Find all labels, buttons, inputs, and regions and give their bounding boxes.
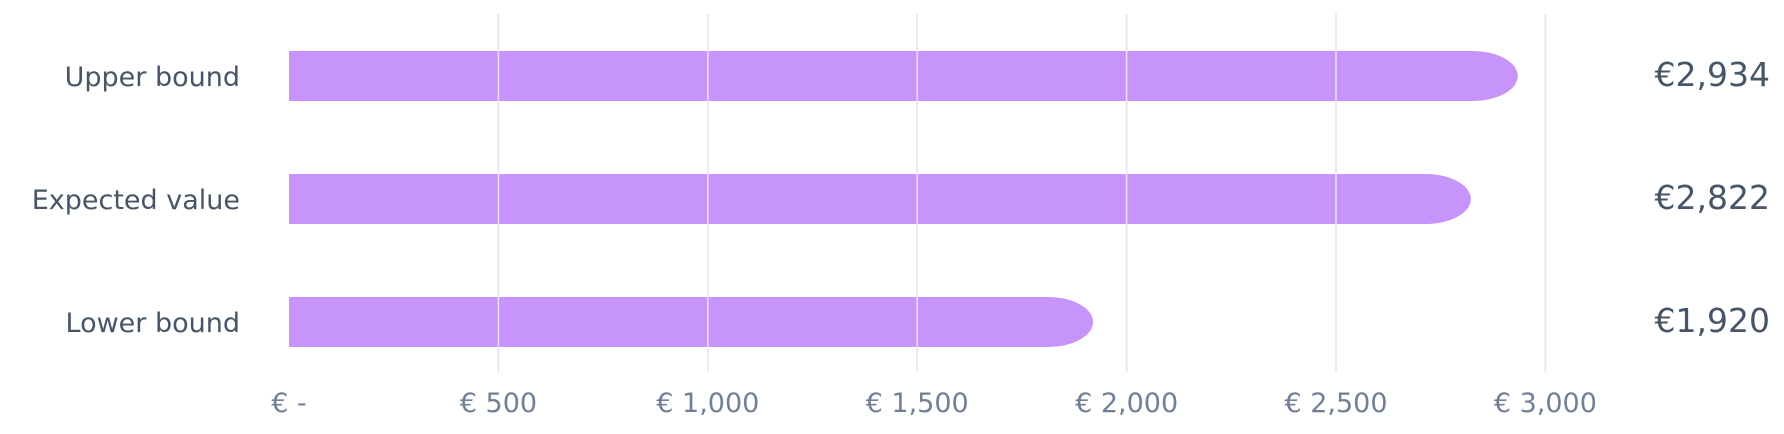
x-tick-label: € 3,000 [1494, 388, 1597, 419]
category-label: Expected value [32, 185, 240, 216]
bars [289, 14, 1547, 372]
bar [289, 51, 1518, 101]
bar [289, 297, 1094, 347]
x-tick-label: € 2,500 [1284, 388, 1387, 419]
x-tick-label: € 1,500 [866, 388, 969, 419]
category-label: Lower bound [66, 308, 241, 339]
x-tick-label: € 2,000 [1075, 388, 1178, 419]
category-labels: Upper bound Expected value Lower bound [32, 62, 240, 339]
value-label: €2,822 [1655, 178, 1770, 217]
bar [289, 174, 1471, 224]
x-tick-label: € 1,000 [656, 388, 759, 419]
x-tick-label: € 500 [460, 388, 537, 419]
value-labels: €2,934 €2,822 €1,920 [1655, 55, 1770, 340]
x-axis-ticks: € - € 500 € 1,000 € 1,500 € 2,000 € 2,500 € 3,… [271, 388, 1597, 419]
value-label: €1,920 [1655, 301, 1770, 340]
value-label: €2,934 [1655, 55, 1770, 94]
category-label: Upper bound [65, 62, 240, 93]
x-tick-label: € - [271, 388, 307, 419]
